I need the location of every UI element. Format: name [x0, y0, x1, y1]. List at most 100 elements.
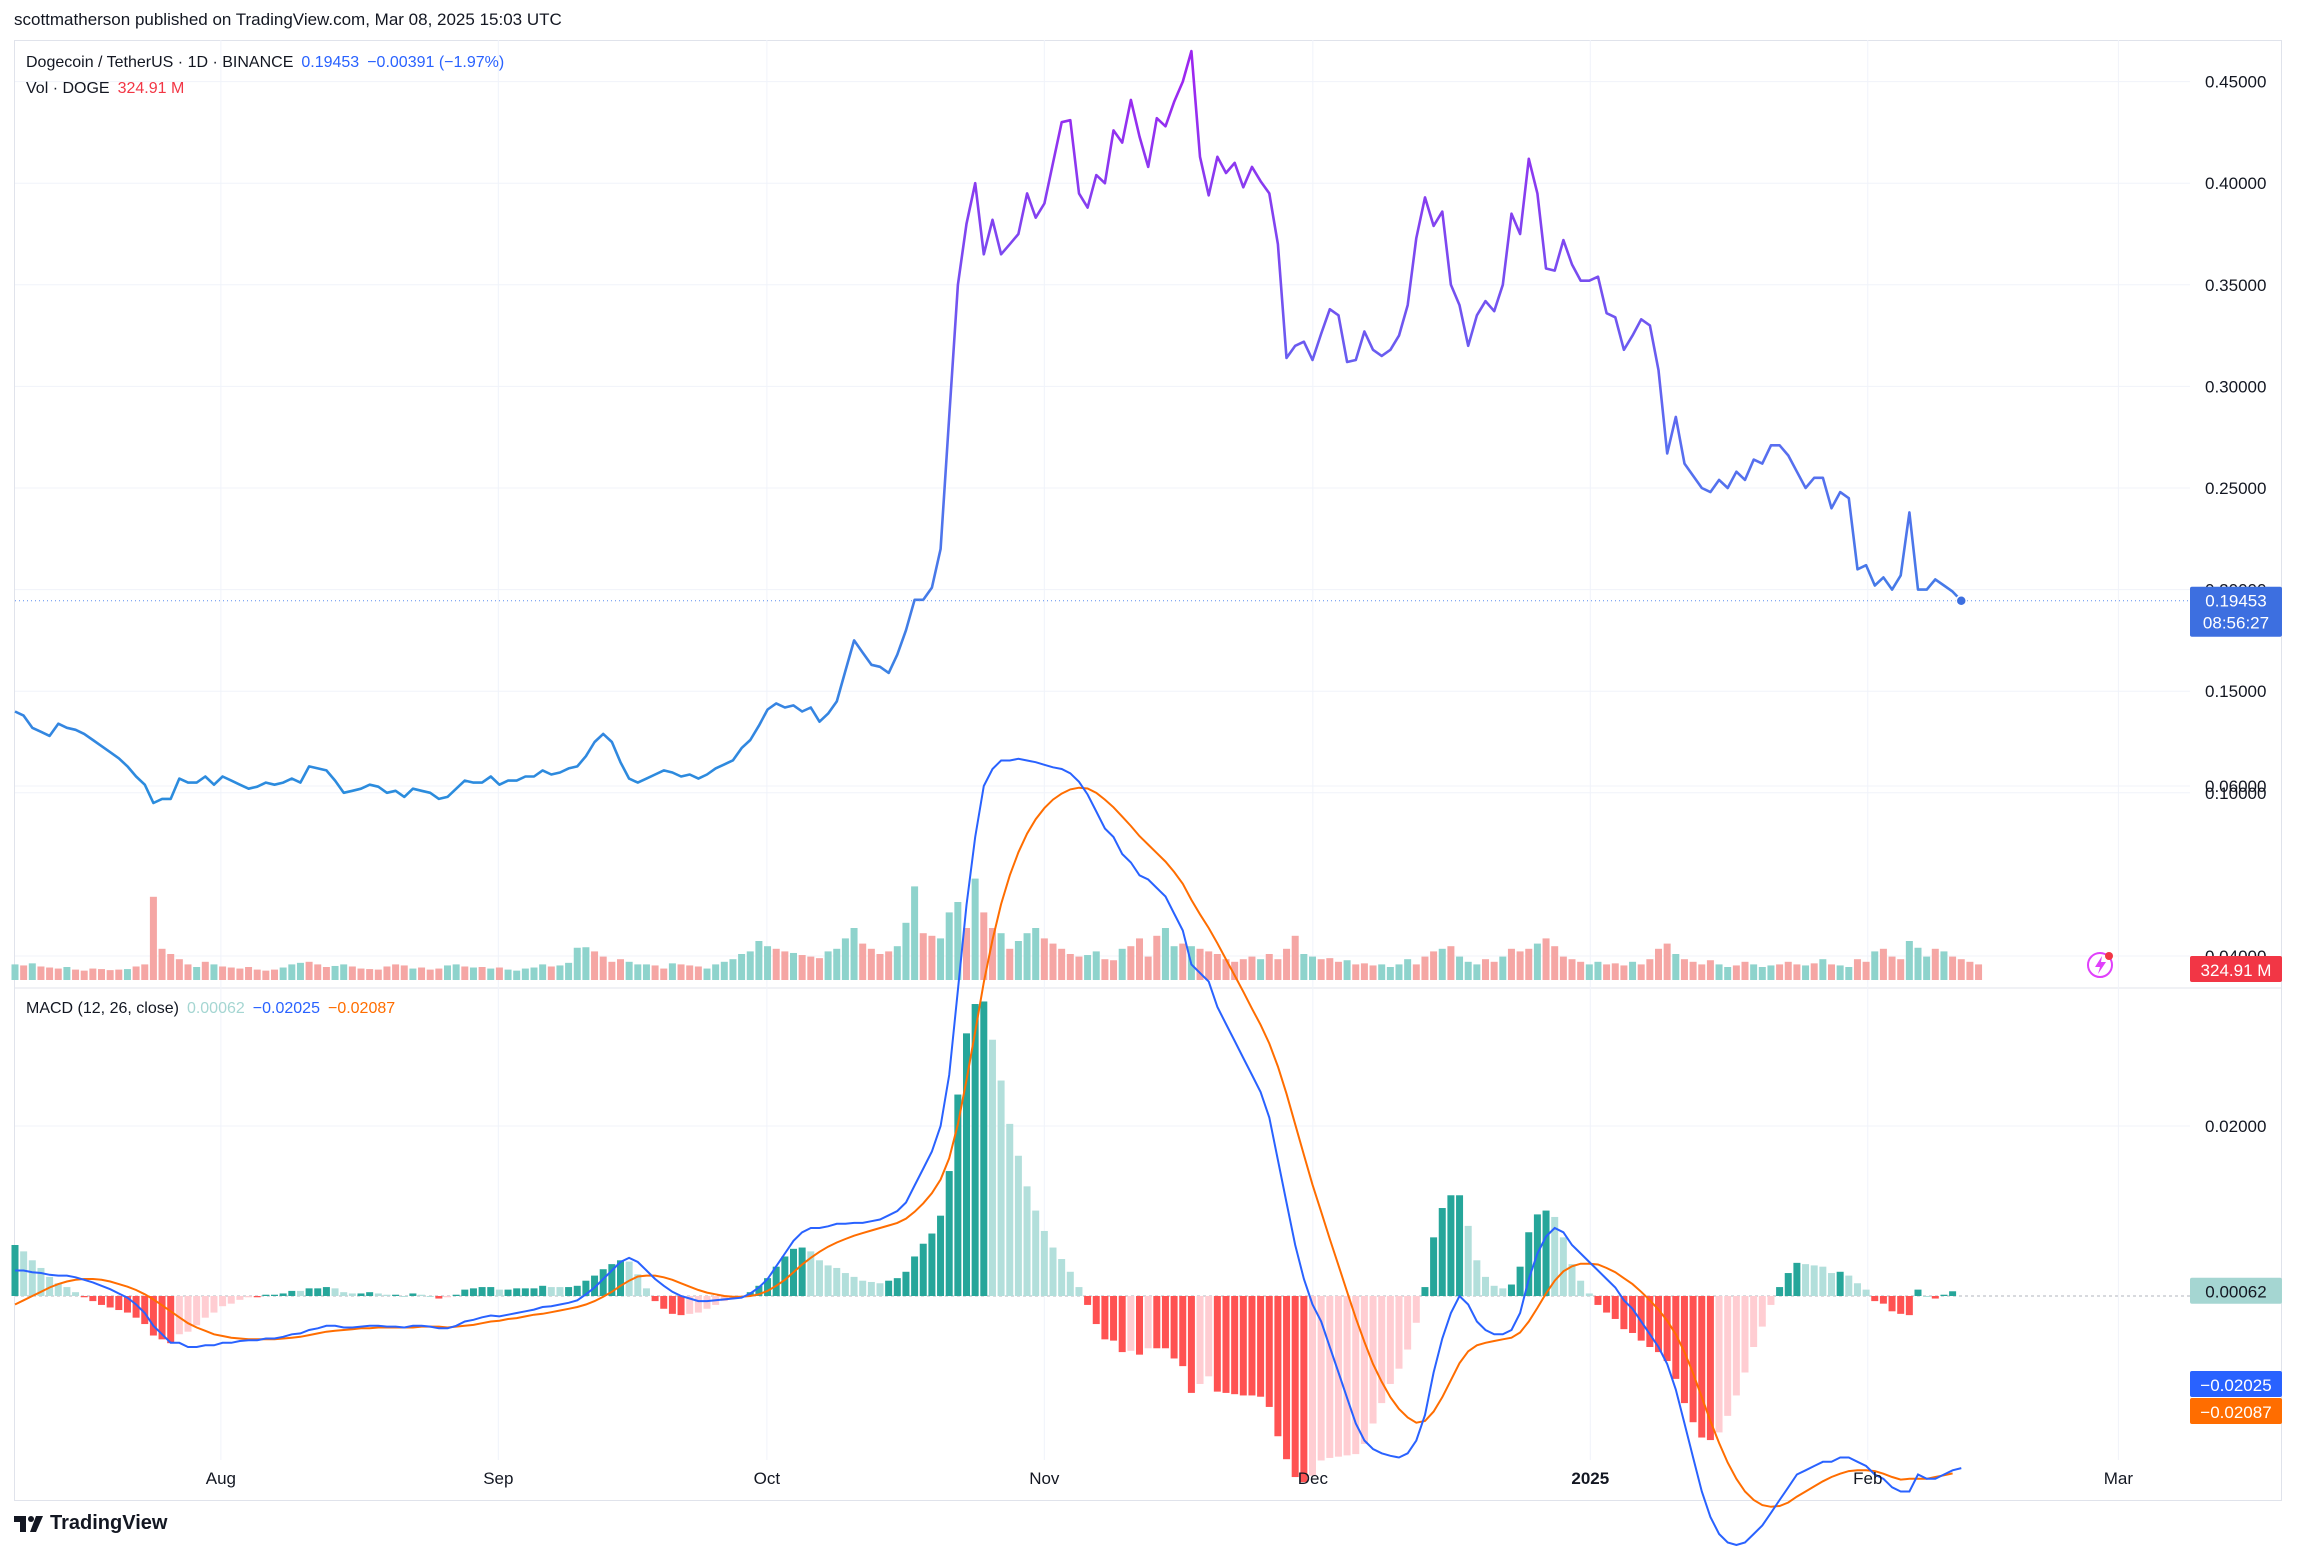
macd-histogram-bar: [305, 1288, 313, 1296]
volume-bar: [504, 969, 512, 980]
macd-histogram-bar: [1490, 1285, 1498, 1296]
macd-histogram-bar: [444, 1296, 451, 1298]
volume-bar: [1482, 959, 1489, 980]
price-tick-label: 0.10000: [2205, 784, 2266, 803]
volume-bar: [1300, 954, 1308, 980]
tradingview-logo-icon: [14, 1514, 44, 1534]
volume-bar: [288, 964, 296, 980]
volume-bar: [1352, 964, 1360, 980]
volume-bar: [426, 969, 434, 980]
volume-bar: [1680, 959, 1688, 980]
volume-bar: [1127, 946, 1135, 980]
macd-histogram-bar: [1793, 1262, 1801, 1296]
macd-histogram-bar: [1343, 1296, 1351, 1456]
macd-histogram-bar: [495, 1289, 503, 1296]
macd-histogram-bar: [1758, 1296, 1766, 1327]
volume-bar: [1715, 964, 1723, 980]
volume-bar: [1430, 951, 1438, 980]
volume-bar: [1559, 956, 1567, 980]
volume-bar: [1923, 956, 1931, 980]
macd-histogram-bar: [1905, 1296, 1913, 1316]
volume-bar: [928, 935, 936, 980]
macd-histogram-bar: [1196, 1296, 1204, 1384]
macd-histogram-bar: [1300, 1296, 1308, 1483]
macd-legend[interactable]: MACD (12, 26, close) 0.00062 −0.02025 −0.02…: [26, 1000, 403, 1018]
macd-histogram-bar: [1291, 1296, 1299, 1478]
volume-legend[interactable]: Vol · DOGE 324.91 M: [26, 80, 192, 98]
alert-lightning-icon-dot: [2105, 952, 2113, 960]
volume-bar: [1810, 963, 1818, 980]
macd-histogram-bar: [1525, 1232, 1533, 1296]
volume-bar: [1957, 959, 1965, 980]
volume-badge-bg: [2190, 956, 2282, 982]
macd-histogram-bar: [772, 1266, 780, 1296]
volume-bar: [1490, 961, 1498, 980]
macd-histogram-bar: [1776, 1287, 1784, 1296]
volume-bar: [123, 969, 131, 980]
volume-bar: [867, 948, 875, 980]
macd-histogram-bar: [911, 1256, 919, 1296]
legend-change: −0.00391 (−1.97%): [367, 54, 505, 71]
macd-histogram-bar: [1239, 1296, 1247, 1396]
macd-histogram-bar: [1317, 1296, 1325, 1461]
volume-bar: [1646, 959, 1654, 980]
volume-bar: [1075, 956, 1083, 980]
volume-bar: [980, 912, 988, 980]
macd-histogram-bar: [1326, 1296, 1334, 1458]
volume-badge-text: 324.91 M: [2201, 961, 2272, 980]
macd-histogram-bar: [141, 1296, 149, 1325]
volume-bars: [11, 878, 1983, 980]
volume-bar: [1767, 965, 1775, 980]
price-legend[interactable]: Dogecoin / TetherUS · 1D · BINANCE 0.1945…: [26, 54, 512, 72]
macd-histogram-bar: [149, 1296, 157, 1336]
volume-bar: [201, 961, 209, 980]
time-tick-label: 2025: [1571, 1469, 1609, 1488]
volume-bar: [1940, 951, 1948, 980]
macd-histogram-bar: [1655, 1296, 1662, 1353]
volume-bar: [1836, 965, 1844, 980]
volume-bar: [997, 933, 1005, 980]
volume-bar: [1871, 951, 1879, 980]
volume-bar: [1802, 965, 1810, 980]
volume-bar: [625, 961, 633, 980]
macd-histogram-bar: [1698, 1296, 1706, 1438]
volume-bar: [1136, 938, 1143, 980]
volume-bar: [452, 964, 460, 980]
tradingview-logo[interactable]: TradingView: [14, 1512, 167, 1535]
time-tick-label: Oct: [754, 1469, 781, 1488]
volume-bar: [660, 968, 668, 980]
macd-histogram-bar: [1689, 1296, 1697, 1423]
macd-histogram-bar: [591, 1275, 599, 1296]
volume-bar: [1438, 948, 1446, 980]
volume-bar: [1637, 964, 1645, 980]
volume-bar: [271, 969, 278, 980]
macd-histogram-bar: [461, 1289, 469, 1296]
macd-histogram-bar: [1032, 1210, 1040, 1296]
macd-histogram-bar: [1914, 1289, 1922, 1296]
macd-histogram-bar: [988, 1039, 996, 1296]
volume-bar: [971, 878, 979, 980]
macd-histogram-bar: [80, 1296, 88, 1298]
published-header: scottmatherson published on TradingView.…: [14, 10, 562, 29]
volume-bar: [1784, 961, 1792, 980]
macd-line-badge-text: −0.02025: [2200, 1376, 2271, 1395]
macd-histogram-bar: [1482, 1276, 1489, 1296]
macd-lines: [14, 757, 1962, 1546]
volume-bar: [1507, 948, 1515, 980]
macd-histogram-bar: [1231, 1296, 1239, 1395]
macd-histogram-bar: [876, 1283, 884, 1296]
macd-signal-line: [14, 786, 1953, 1508]
legend-macd-line: −0.02025: [252, 1000, 320, 1017]
macd-histogram-bar: [1144, 1296, 1152, 1349]
price-tick-label: 0.25000: [2205, 479, 2266, 498]
volume-bar: [1793, 964, 1801, 980]
macd-signal-badge-text: −0.02087: [2200, 1403, 2271, 1422]
volume-bar: [1706, 960, 1714, 980]
macd-histogram-bar: [452, 1294, 460, 1296]
volume-bar: [988, 928, 996, 980]
macd-histogram-bar: [954, 1094, 962, 1296]
volume-bar: [772, 948, 780, 980]
macd-histogram-bar: [1187, 1296, 1195, 1393]
macd-signal-badge-bg: [2190, 1398, 2282, 1424]
